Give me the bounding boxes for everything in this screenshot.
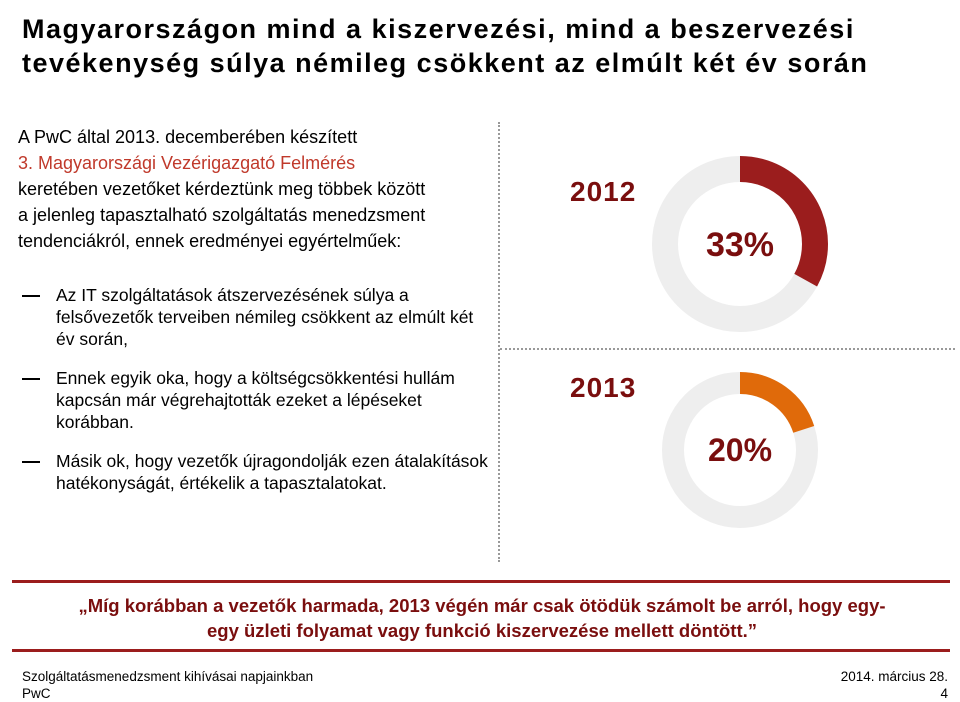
bullet-list: Az IT szolgáltatások átszervezésének súl… bbox=[22, 284, 492, 511]
bullet-text: Ennek egyik oka, hogy a költségcsökkenté… bbox=[56, 368, 455, 432]
quote-text: „Míg korábban a vezetők harmada, 2013 vé… bbox=[52, 593, 912, 643]
donut-percent-label: 33% bbox=[706, 226, 774, 264]
bullet-text: Az IT szolgáltatások átszervezésének súl… bbox=[56, 285, 474, 349]
donut-percent-label: 20% bbox=[708, 432, 772, 468]
intro-line5: tendenciákról, ennek eredményei egyértel… bbox=[18, 231, 402, 251]
footer-left: Szolgáltatásmenedzsment kihívásai napjai… bbox=[22, 668, 313, 702]
donut-chart-2013: 20% bbox=[662, 372, 818, 528]
footer-right: 2014. március 28. 4 bbox=[841, 668, 948, 702]
horizontal-divider bbox=[500, 348, 955, 350]
footer-company: PwC bbox=[22, 686, 51, 701]
donut-chart-2012: 33% bbox=[652, 156, 828, 332]
page-title-line2: tevékenység súlya némileg csökkent az el… bbox=[22, 48, 869, 78]
vertical-divider bbox=[498, 122, 500, 562]
footer-presentation-title: Szolgáltatásmenedzsment kihívásai napjai… bbox=[22, 669, 314, 684]
intro-line2: 3. Magyarországi Vezérigazgató Felmérés bbox=[18, 153, 356, 173]
year-2013-label: 2013 bbox=[570, 372, 637, 403]
year-2012-label: 2012 bbox=[570, 176, 637, 207]
donut-value-slice bbox=[652, 156, 828, 332]
intro-line1: A PwC által 2013. decemberében készített bbox=[18, 127, 358, 147]
dash-icon bbox=[22, 378, 40, 380]
quote-line1: „Míg korábban a vezetők harmada, 2013 vé… bbox=[78, 595, 886, 616]
dash-icon bbox=[22, 295, 40, 297]
intro-line3: keretében vezetőket kérdeztünk meg többe… bbox=[18, 179, 426, 199]
bullet-item: Az IT szolgáltatások átszervezésének súl… bbox=[22, 284, 492, 350]
quote-line2: egy üzleti folyamat vagy funkció kiszerv… bbox=[206, 620, 757, 641]
bullet-text: Másik ok, hogy vezetők újragondolják eze… bbox=[56, 451, 488, 493]
bullet-item: Ennek egyik oka, hogy a költségcsökkenté… bbox=[22, 367, 492, 433]
intro-line4: a jelenleg tapasztalható szolgáltatás me… bbox=[18, 205, 426, 225]
dash-icon bbox=[22, 461, 40, 463]
page-title: Magyarországon mind a kiszervezési, mind… bbox=[22, 12, 942, 80]
donut-value-slice bbox=[662, 372, 818, 528]
footer-page-number: 4 bbox=[940, 686, 948, 701]
footer-date: 2014. március 28. bbox=[840, 669, 948, 684]
bullet-item: Másik ok, hogy vezetők újragondolják eze… bbox=[22, 450, 492, 494]
intro-paragraph: A PwC által 2013. decemberében készített… bbox=[18, 124, 488, 254]
quote-banner: „Míg korábban a vezetők harmada, 2013 vé… bbox=[12, 580, 950, 652]
page-title-line1: Magyarországon mind a kiszervezési, mind… bbox=[22, 14, 855, 44]
